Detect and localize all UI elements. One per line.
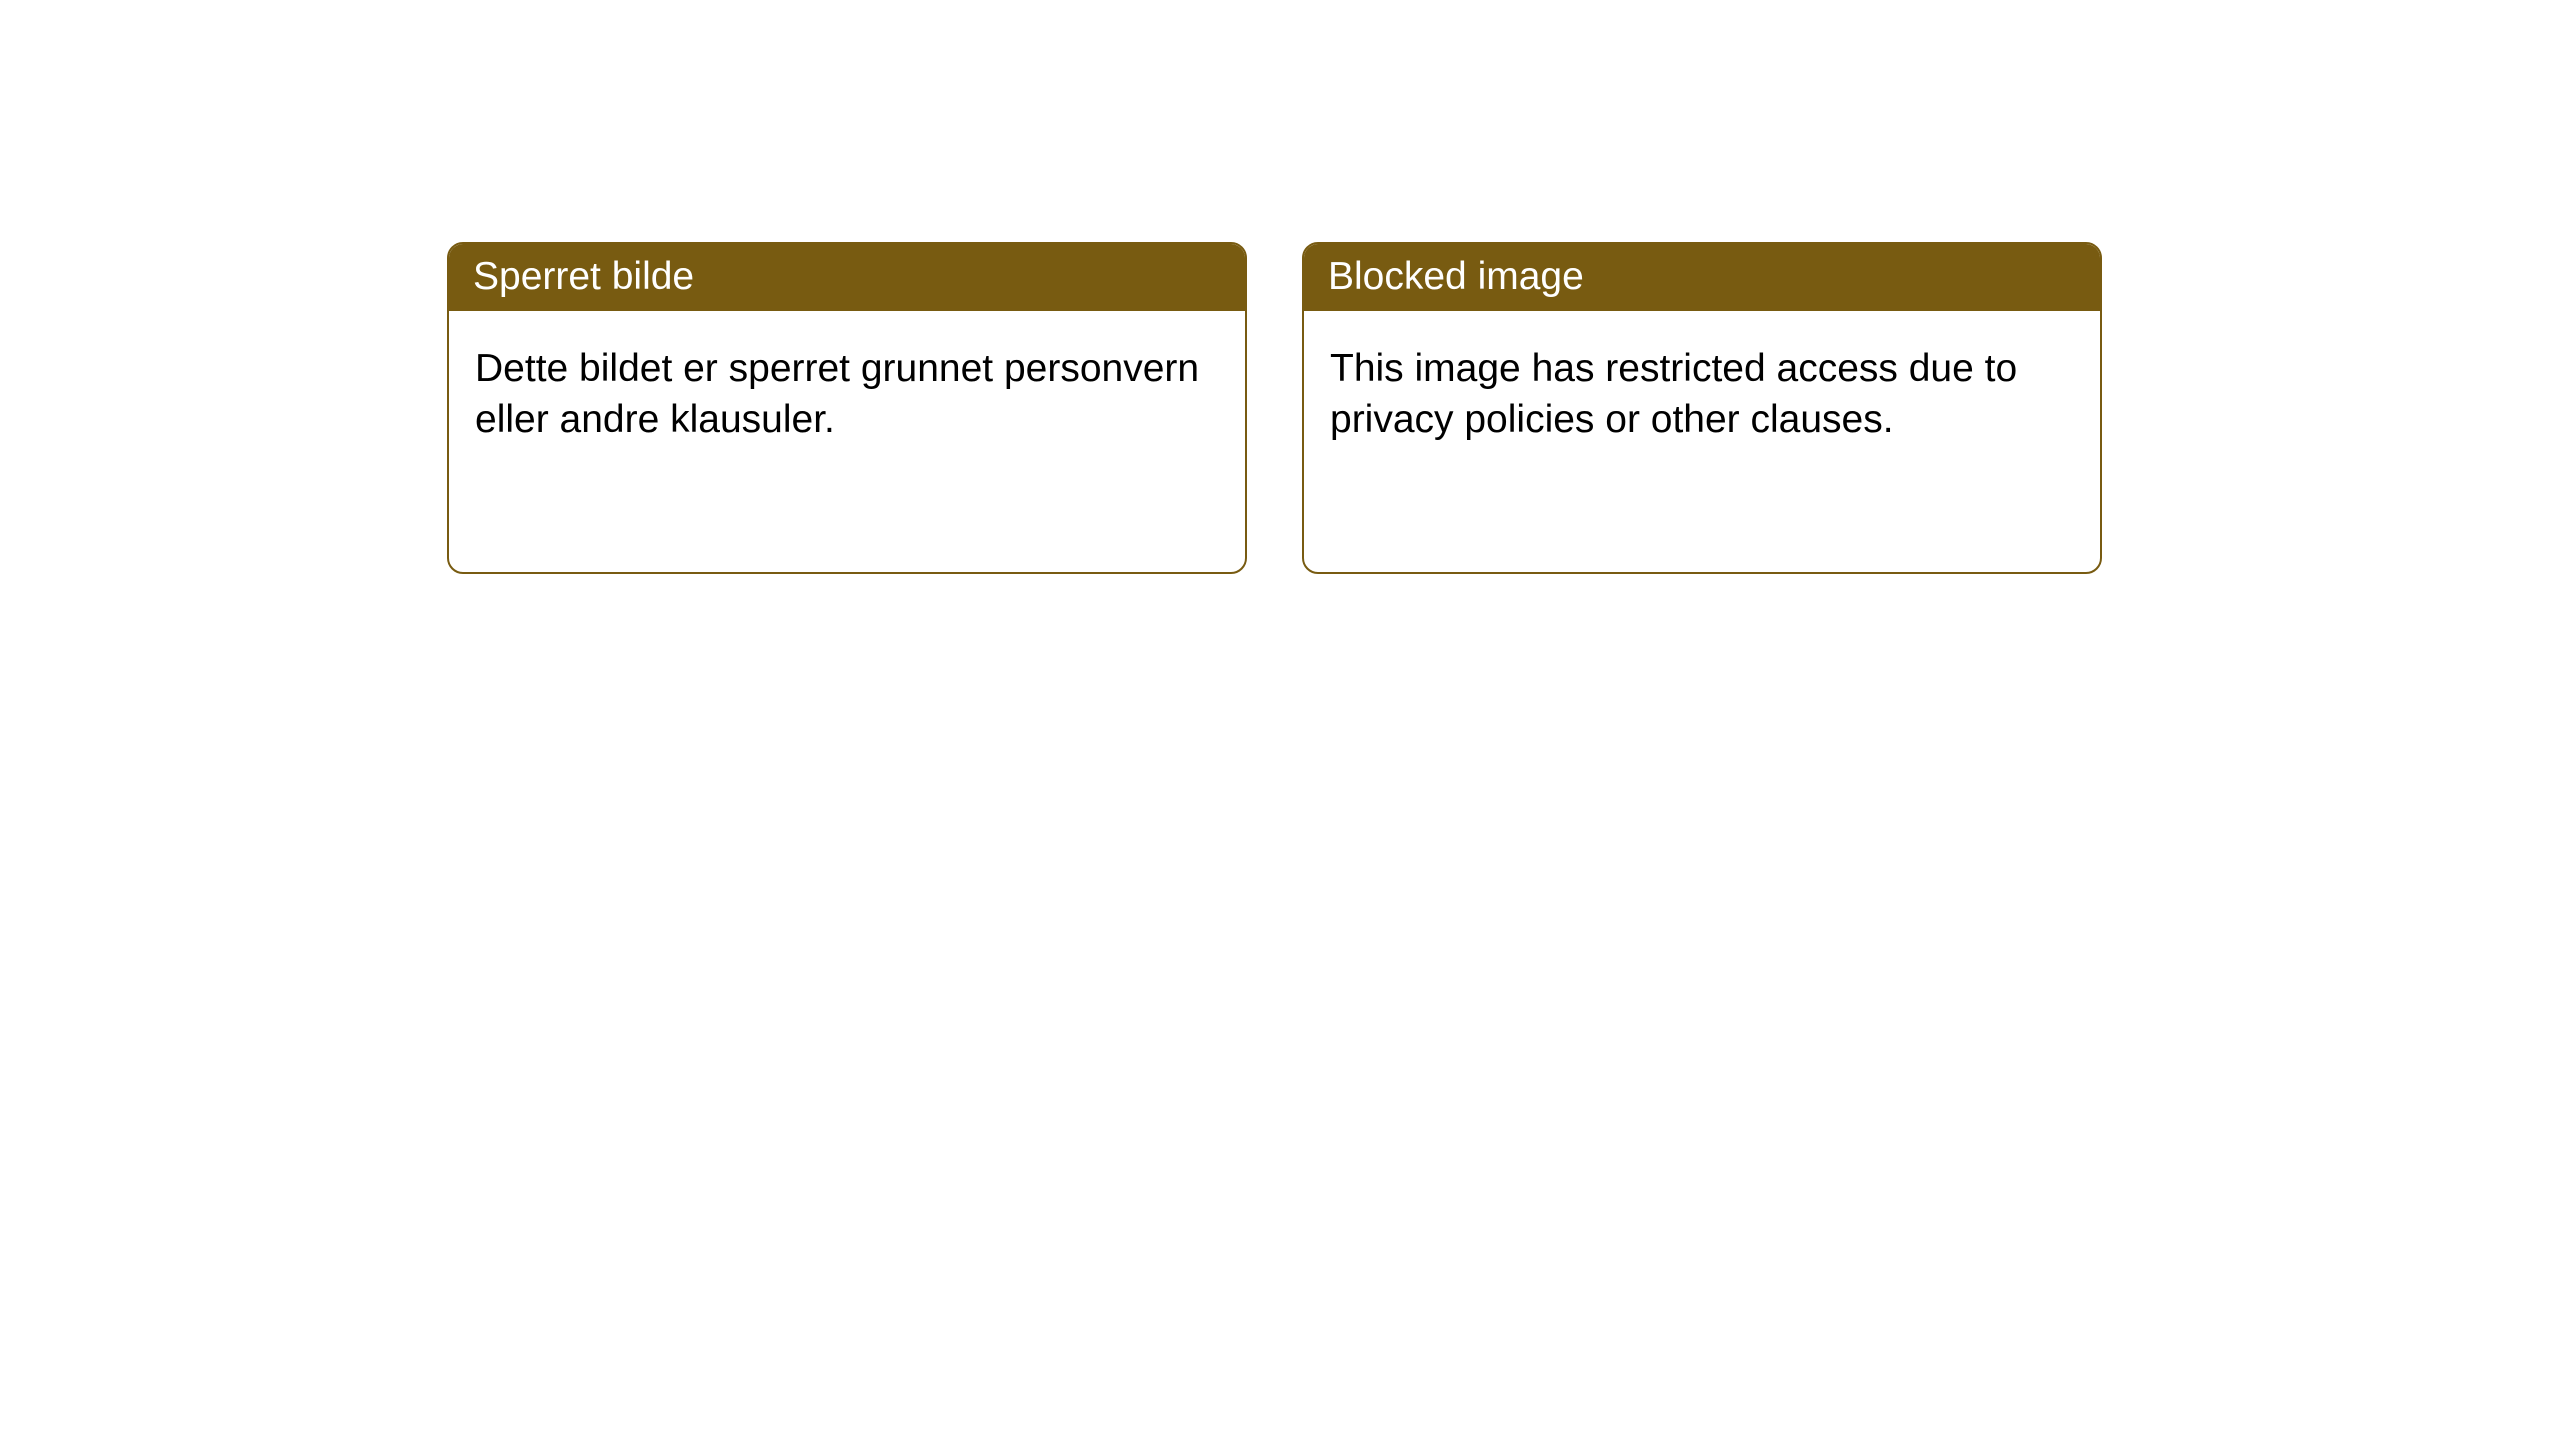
notice-container: Sperret bilde Dette bildet er sperret gr… [447,242,2560,574]
notice-title-english: Blocked image [1328,255,1584,298]
notice-header-english: Blocked image [1304,244,2100,311]
notice-header-norwegian: Sperret bilde [449,244,1245,311]
notice-box-norwegian: Sperret bilde Dette bildet er sperret gr… [447,242,1247,574]
notice-title-norwegian: Sperret bilde [473,255,694,298]
notice-body-norwegian: Dette bildet er sperret grunnet personve… [449,311,1245,478]
notice-box-english: Blocked image This image has restricted … [1302,242,2102,574]
notice-body-english: This image has restricted access due to … [1304,311,2100,478]
notice-text-english: This image has restricted access due to … [1330,347,2017,441]
notice-text-norwegian: Dette bildet er sperret grunnet personve… [475,347,1199,441]
